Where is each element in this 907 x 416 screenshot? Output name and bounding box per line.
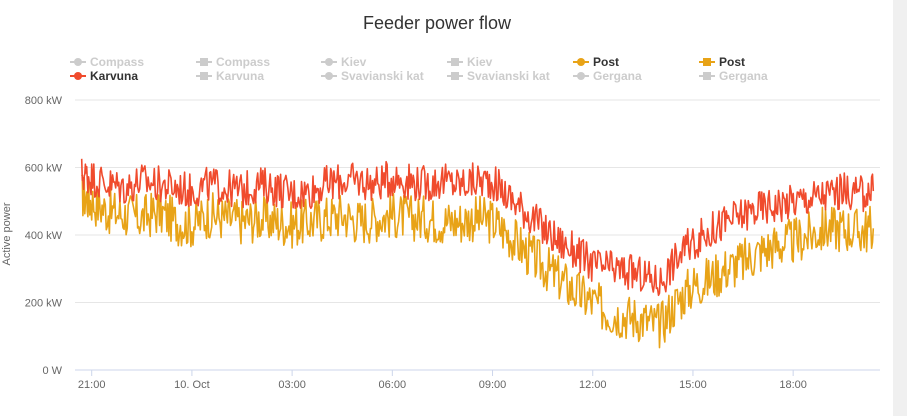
series-line-karvuna[interactable] xyxy=(80,158,875,297)
legend-square-marker xyxy=(703,72,711,80)
y-tick-label: 600 kW xyxy=(25,163,63,175)
y-tick-label: 800 kW xyxy=(25,95,63,107)
series-line-post[interactable] xyxy=(81,174,875,349)
legend-item[interactable]: Gergana xyxy=(573,69,642,83)
legend-circle-marker xyxy=(577,58,585,66)
legend-item[interactable]: Kiev xyxy=(321,55,367,69)
legend-square-marker xyxy=(200,72,208,80)
legend-label: Compass xyxy=(90,55,144,69)
legend-item[interactable]: Post xyxy=(699,55,745,69)
legend-label: Gergana xyxy=(719,69,768,83)
legend-label: Karvuna xyxy=(90,69,138,83)
x-tick-label: 12:00 xyxy=(579,379,607,391)
y-tick-label: 200 kW xyxy=(25,298,63,310)
legend-square-marker xyxy=(200,58,208,66)
legend-item[interactable]: Compass xyxy=(196,55,270,69)
legend-circle-marker xyxy=(74,58,82,66)
legend-label: Gergana xyxy=(593,69,642,83)
legend-item[interactable]: Gergana xyxy=(699,69,768,83)
x-tick-label: 15:00 xyxy=(679,379,707,391)
legend-circle-marker xyxy=(577,72,585,80)
y-axis-tick-labels: 0 W 200 kW 400 kW 600 kW 800 kW xyxy=(25,95,63,377)
legend-item[interactable]: Compass xyxy=(70,55,144,69)
legend-label: Karvuna xyxy=(216,69,264,83)
x-tick-label: 10. Oct xyxy=(174,379,209,391)
legend-item[interactable]: Post xyxy=(573,55,619,69)
legend-item[interactable]: Kiev xyxy=(447,55,493,69)
legend-label: Post xyxy=(593,55,619,69)
legend-item[interactable]: Karvuna xyxy=(70,69,138,83)
x-tick-label: 18:00 xyxy=(779,379,807,391)
legend-label: Compass xyxy=(216,55,270,69)
y-tick-label: 0 W xyxy=(42,365,62,377)
legend: Compass Compass Kiev Kiev Post Post Karvuna Kar… xyxy=(70,55,768,83)
chart-title: Feeder power flow xyxy=(363,13,512,33)
legend-square-marker xyxy=(451,58,459,66)
legend-label: Svavianski kat xyxy=(341,69,424,83)
y-axis-title: Active power xyxy=(1,202,13,265)
x-tick-label: 06:00 xyxy=(379,379,407,391)
scrollbar-track[interactable] xyxy=(893,0,907,416)
legend-circle-marker xyxy=(74,72,82,80)
y-tick-label: 400 kW xyxy=(25,230,63,242)
legend-label: Svavianski kat xyxy=(467,69,550,83)
legend-label: Kiev xyxy=(467,55,493,69)
x-tick-label: 03:00 xyxy=(278,379,306,391)
x-axis: 21:00 10. Oct 03:00 06:00 09:00 12:00 15:00 18:… xyxy=(75,369,880,391)
legend-item[interactable]: Karvuna xyxy=(196,69,264,83)
legend-circle-marker xyxy=(325,58,333,66)
legend-circle-marker xyxy=(325,72,333,80)
legend-square-marker xyxy=(451,72,459,80)
legend-square-marker xyxy=(703,58,711,66)
x-tick-label: 21:00 xyxy=(78,379,106,391)
legend-label: Post xyxy=(719,55,745,69)
legend-item[interactable]: Svavianski kat xyxy=(447,69,550,83)
plot-series xyxy=(80,158,875,349)
legend-item[interactable]: Svavianski kat xyxy=(321,69,424,83)
x-tick-label: 09:00 xyxy=(479,379,507,391)
legend-label: Kiev xyxy=(341,55,367,69)
